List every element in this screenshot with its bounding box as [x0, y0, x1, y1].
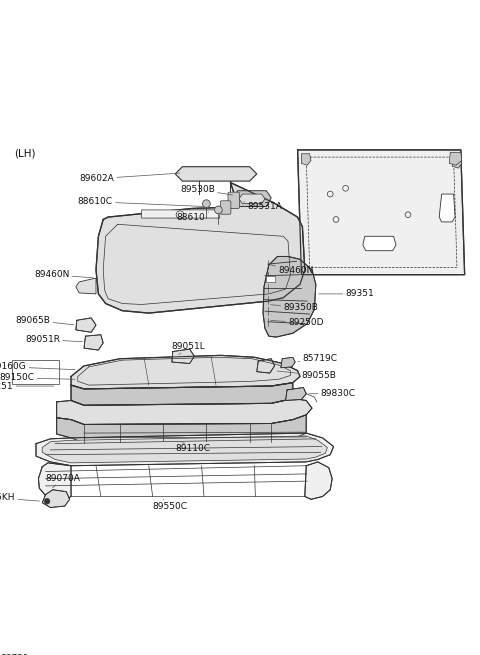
Text: 85719C: 85719C: [298, 354, 337, 364]
Polygon shape: [36, 433, 334, 466]
Polygon shape: [84, 335, 103, 350]
Polygon shape: [439, 194, 455, 222]
Text: 89150C: 89150C: [0, 373, 75, 383]
Polygon shape: [449, 153, 462, 165]
Text: 89460N: 89460N: [271, 265, 314, 275]
Text: 89351: 89351: [319, 290, 374, 299]
Polygon shape: [233, 191, 271, 206]
Text: 89251: 89251: [0, 382, 54, 390]
Text: 89530B: 89530B: [180, 185, 232, 195]
Text: 89830C: 89830C: [309, 389, 356, 398]
Polygon shape: [71, 383, 293, 405]
Circle shape: [44, 498, 50, 504]
Polygon shape: [76, 318, 96, 332]
Circle shape: [215, 206, 222, 214]
Text: 89550C: 89550C: [153, 499, 188, 510]
Polygon shape: [57, 415, 306, 443]
Text: 89602A: 89602A: [80, 173, 180, 183]
Polygon shape: [42, 490, 70, 508]
Polygon shape: [298, 150, 465, 274]
Polygon shape: [281, 357, 295, 368]
Circle shape: [203, 200, 210, 208]
Text: 89250D: 89250D: [271, 318, 324, 328]
Polygon shape: [38, 463, 71, 500]
Text: 89350B: 89350B: [271, 303, 318, 312]
Polygon shape: [305, 462, 332, 499]
Polygon shape: [96, 183, 305, 313]
Polygon shape: [266, 276, 275, 282]
Text: 89051R: 89051R: [25, 335, 83, 344]
Polygon shape: [142, 210, 220, 218]
FancyBboxPatch shape: [228, 192, 240, 208]
Text: 88610: 88610: [177, 212, 208, 221]
Text: 89460N: 89460N: [34, 271, 93, 279]
Text: 89051L: 89051L: [172, 342, 205, 354]
Polygon shape: [257, 359, 275, 373]
Polygon shape: [42, 436, 327, 463]
Text: 89070A: 89070A: [46, 474, 81, 488]
Text: 89731
89730B: 89731 89730B: [1, 654, 36, 655]
Text: 89065B: 89065B: [15, 316, 74, 325]
Text: 1125KH: 1125KH: [0, 493, 39, 502]
Text: 89160G: 89160G: [0, 362, 75, 371]
Polygon shape: [239, 194, 265, 204]
Polygon shape: [301, 154, 311, 165]
Polygon shape: [57, 398, 312, 424]
Polygon shape: [172, 349, 194, 364]
Text: 89055B: 89055B: [277, 371, 336, 380]
Text: (LH): (LH): [14, 149, 36, 159]
FancyBboxPatch shape: [220, 201, 231, 214]
Text: 89110C: 89110C: [175, 443, 210, 453]
Polygon shape: [286, 388, 306, 400]
Polygon shape: [363, 236, 396, 251]
Polygon shape: [175, 167, 257, 181]
Polygon shape: [71, 356, 300, 389]
Polygon shape: [76, 278, 96, 294]
Text: 89531A: 89531A: [244, 202, 282, 211]
Polygon shape: [452, 156, 462, 168]
Text: 88610C: 88610C: [78, 197, 203, 206]
Polygon shape: [263, 257, 316, 337]
